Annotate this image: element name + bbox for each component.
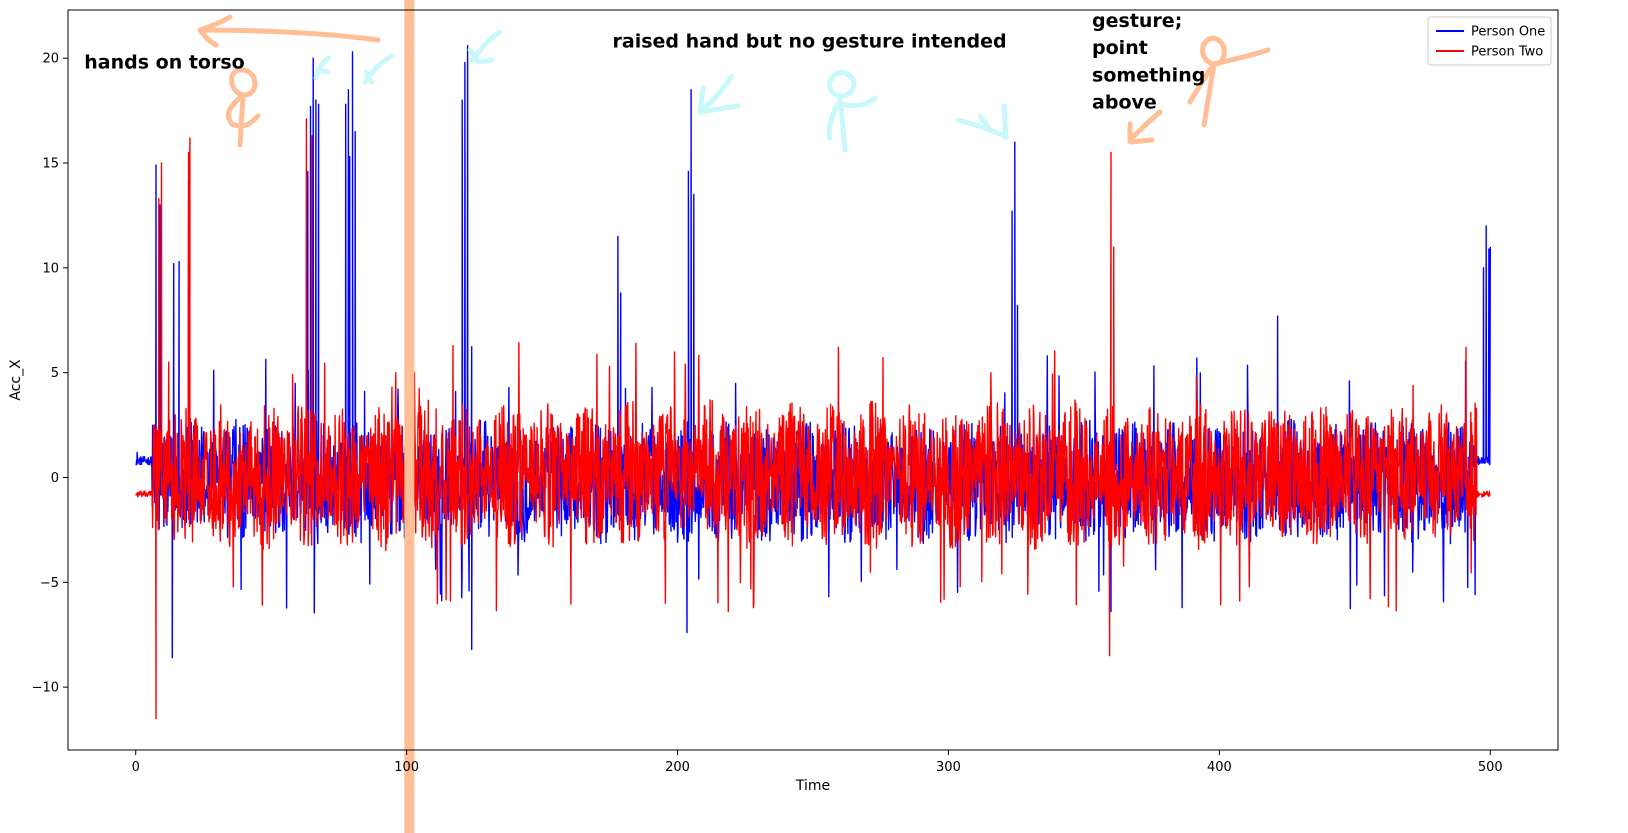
plot-area-frame (67, 9, 1559, 751)
legend-label: Person One (1471, 25, 1545, 40)
stick-figure-torso (225, 67, 261, 148)
annotation-text: something (1092, 64, 1205, 86)
data-layer (135, 44, 1491, 720)
y-tick-label: −10 (32, 681, 59, 696)
arrow-scribble-3 (362, 53, 395, 85)
legend-label: Person Two (1471, 45, 1543, 60)
y-tick-label: −5 (40, 576, 59, 591)
overlay-layer (197, 0, 1271, 833)
y-tick-label: 5 (51, 366, 59, 381)
annotation-text: hands on torso (84, 52, 244, 74)
y-tick-label: 10 (42, 261, 59, 276)
x-tick-label: 100 (394, 760, 419, 775)
series-line-person-two (135, 118, 1491, 720)
x-tick-label: 400 (1207, 760, 1232, 775)
annotation-text: point (1092, 37, 1148, 59)
y-tick-label: 15 (42, 157, 59, 172)
x-tick-label: 200 (665, 760, 690, 775)
annotation-layer: hands on torso raised hand but no gesture… (84, 10, 1205, 114)
stick-figure-pointing (1187, 35, 1271, 128)
arrow-scribble-4 (467, 29, 503, 65)
arrow-scribble-1 (197, 14, 381, 48)
axes-layer: 0 100 200 300 400 500 −10 −5 0 5 10 15 20 Time Acc_X (8, 52, 1503, 794)
arrow-scribble-7 (1127, 109, 1163, 145)
arrow-scribble-5 (697, 73, 741, 115)
arrow-scribble-6 (955, 103, 1009, 141)
annotation-text: above (1092, 92, 1157, 114)
x-tick-label: 0 (132, 760, 140, 775)
x-tick-label: 300 (936, 760, 961, 775)
x-axis-label: Time (795, 778, 830, 794)
annotation-text: gesture; (1092, 10, 1182, 32)
y-tick-label: 0 (51, 471, 59, 486)
annotation-text: raised hand but no gesture intended (613, 31, 1007, 53)
stick-figure-raised (826, 69, 878, 153)
y-tick-label: 20 (42, 52, 59, 67)
highlight-band (404, 0, 415, 833)
arrow-scribble-2 (313, 55, 332, 81)
legend: Person One Person Two (1427, 16, 1552, 66)
x-tick-label: 500 (1478, 760, 1503, 775)
legend-box (1427, 16, 1552, 66)
y-axis-label: Acc_X (8, 359, 24, 401)
